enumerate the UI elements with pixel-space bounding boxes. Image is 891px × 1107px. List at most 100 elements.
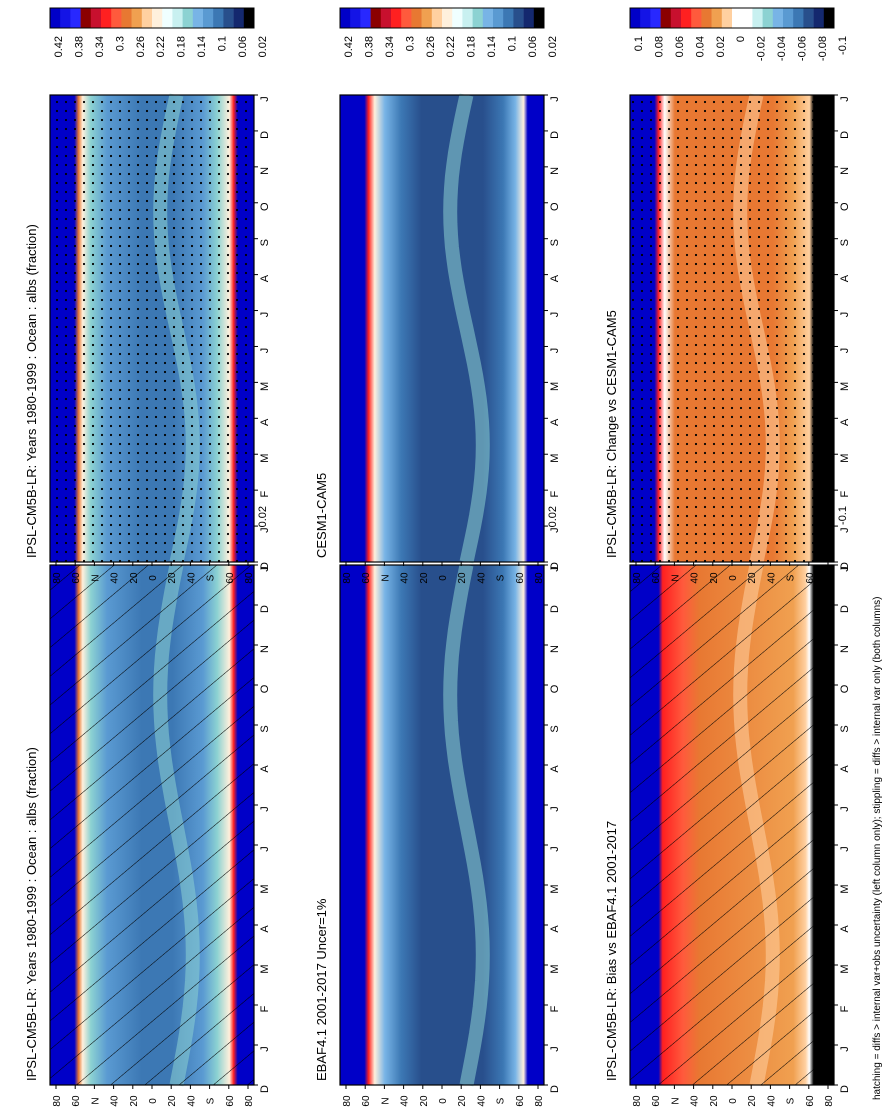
colorbar-swatch <box>233 8 245 28</box>
heatmap-field <box>340 95 544 562</box>
latitude-tick-label: 20 <box>129 572 140 584</box>
latitude-tick-label: 0 <box>148 1098 159 1104</box>
colorbar: 0.42 0.38 0.34 0.3 0.26 0.22 0.18 0.14 0.1 0.06 0.… <box>339 7 559 57</box>
latitude-tick-label: 60 <box>71 1095 82 1107</box>
latitude-tick-label: 80 <box>52 1095 63 1107</box>
colorbar-label: 0.1 <box>633 36 645 51</box>
latitude-tick-label: 40 <box>690 572 701 584</box>
colorbar-swatch <box>732 8 743 28</box>
latitude-tick-label: N <box>90 574 101 581</box>
month-tick-label: A <box>839 765 851 773</box>
colorbar-swatch <box>70 8 81 28</box>
latitude-tick-label: 40 <box>476 1095 487 1107</box>
month-tick-label: O <box>259 202 271 211</box>
month-tick-label: A <box>549 765 561 773</box>
month-tick-label: D <box>259 131 271 139</box>
colorbar-swatch <box>630 8 641 28</box>
colorbar-swatch <box>162 8 173 28</box>
month-tick-label: D <box>839 605 851 613</box>
month-tick-label: A <box>259 925 271 933</box>
month-tick-label: J <box>259 312 271 318</box>
latitude-tick-label: 20 <box>419 572 430 584</box>
colorbar-label: 0.18 <box>176 36 188 57</box>
panel-title: IPSL-CM5B-LR: Years 1980-1999 : Ocean : … <box>24 747 39 1081</box>
latitude-tick-label: S <box>786 1097 797 1104</box>
colorbar-swatch <box>141 8 153 28</box>
colorbar-label: -0.08 <box>817 36 829 61</box>
month-tick-label: F <box>839 491 851 498</box>
month-tick-label: M <box>549 964 561 973</box>
colorbar-swatch <box>380 8 392 28</box>
latitude-tick-label: 40 <box>186 1095 197 1107</box>
colorbar-swatch <box>101 8 112 28</box>
latitude-tick-label: 40 <box>766 1095 777 1107</box>
colorbar-swatch <box>421 8 433 28</box>
month-tick-label: D <box>259 605 271 613</box>
month-tick-label: N <box>259 645 271 653</box>
latitude-tick-label: 60 <box>361 572 372 584</box>
latitude-tick-label: 40 <box>400 1095 411 1107</box>
heatmap-panel-2: IPSL-CM5B-LR: Years 1980-1999 : Ocean : … <box>24 7 271 584</box>
month-tick-label: J <box>259 527 271 533</box>
colorbar-label: 0.38 <box>74 36 86 57</box>
month-tick-label: J <box>549 348 561 354</box>
colorbar-label: 0.1 <box>506 36 518 51</box>
month-tick-label: O <box>839 684 851 693</box>
colorbar-label: 0 <box>735 36 747 42</box>
month-tick-label: J <box>549 96 561 102</box>
colorbar-swatch <box>80 8 92 28</box>
colorbar-label: 0.06 <box>237 36 249 57</box>
latitude-tick-label: 60 <box>225 1095 236 1107</box>
latitude-tick-label: N <box>90 1097 101 1104</box>
colorbar-swatch <box>111 8 122 28</box>
latitude-tick-label: 40 <box>690 1095 701 1107</box>
colorbar-swatch <box>681 8 692 28</box>
month-tick-label: J <box>839 312 851 318</box>
latitude-tick-label: 80 <box>534 1095 545 1107</box>
latitude-tick-label: S <box>496 574 507 581</box>
month-tick-label: F <box>549 491 561 498</box>
latitude-tick-label: 60 <box>515 572 526 584</box>
month-tick-label: N <box>259 167 271 175</box>
colorbar-swatch <box>431 8 443 28</box>
colorbar-label: 0.26 <box>425 36 437 57</box>
month-tick-label: J <box>549 846 561 852</box>
month-tick-label: M <box>549 454 561 463</box>
colorbar-swatch <box>762 8 774 28</box>
stippling-overlay <box>630 95 834 562</box>
colorbar-swatch <box>691 8 702 28</box>
colorbar-label: 0.18 <box>466 36 478 57</box>
latitude-tick-label: 40 <box>110 1095 121 1107</box>
colorbar-swatch <box>493 8 504 28</box>
panel-title: IPSL-CM5B-LR: Change vs CESM1-CAM5 <box>604 310 619 558</box>
colorbar-label: -0.06 <box>796 36 808 61</box>
latitude-tick-label: S <box>206 1097 217 1104</box>
month-tick-label: D <box>549 131 561 139</box>
colorbar-label: -0.04 <box>776 36 788 61</box>
heatmap-panel-6: IPSL-CM5B-LR: Change vs CESM1-CAM5DJFMAM… <box>604 7 851 584</box>
latitude-tick-label: N <box>380 1097 391 1104</box>
month-tick-label: J <box>839 566 851 572</box>
latitude-tick-label: 0 <box>438 575 449 581</box>
colorbar: 0.1 0.08 0.06 0.04 0.02 0 -0.02 -0.04 -0.06 -0.08… <box>629 7 849 61</box>
colorbar-label: 0.26 <box>135 36 147 57</box>
latitude-tick-label: 20 <box>747 572 758 584</box>
month-tick-label: O <box>839 202 851 211</box>
month-tick-label: J <box>549 527 561 533</box>
month-tick-label: J <box>259 806 271 812</box>
month-tick-label: J <box>259 1046 271 1052</box>
colorbar-label: -0.1 <box>837 36 849 55</box>
seasonal-contours <box>443 93 490 564</box>
month-tick-label: A <box>549 925 561 933</box>
colorbar-label: 0.08 <box>654 36 666 57</box>
latitude-tick-label: 20 <box>129 1095 140 1107</box>
month-tick-label: M <box>259 454 271 463</box>
colorbar-swatch <box>452 8 463 28</box>
latitude-tick-label: 20 <box>167 1095 178 1107</box>
month-tick-label: M <box>839 884 851 893</box>
latitude-tick-label: 20 <box>747 1095 758 1107</box>
month-tick-label: S <box>839 239 851 246</box>
latitude-tick-label: 20 <box>457 1095 468 1107</box>
colorbar-label: 0.06 <box>527 36 539 57</box>
month-tick-label: O <box>549 202 561 211</box>
